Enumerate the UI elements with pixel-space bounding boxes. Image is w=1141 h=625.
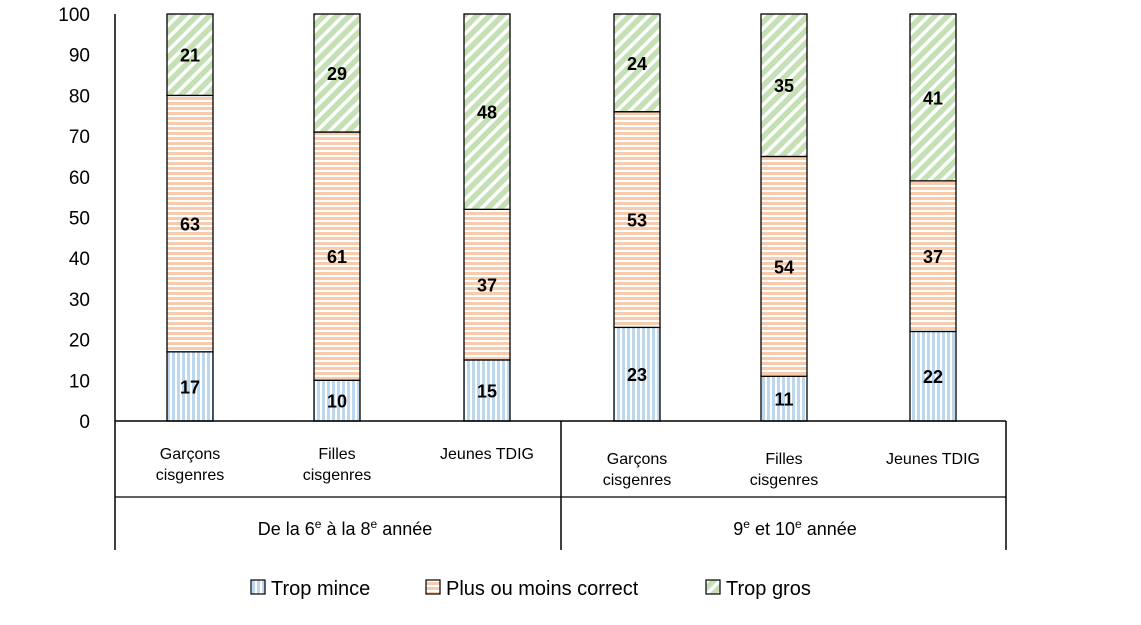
legend-swatch (425, 579, 441, 595)
bar-segment (760, 155, 808, 377)
x-axis: Garçons cisgenres Filles cisgenres Jeunes TD… (114, 420, 1007, 550)
data-label: 15 (477, 381, 497, 401)
y-tick-label: 60 (69, 168, 90, 189)
data-label: 61 (327, 247, 347, 267)
y-tick-label: 0 (79, 412, 90, 433)
x-group-label: 9e et 10e année (733, 517, 857, 539)
bar-segment (613, 111, 661, 329)
legend: Trop mince Plus ou moins correct Trop gros (250, 578, 811, 600)
x-group-label: De la 6e à la 8e année (258, 517, 433, 539)
data-label: 35 (774, 76, 794, 96)
y-tick-label: 100 (58, 5, 90, 26)
y-tick-label: 10 (69, 371, 90, 392)
bars: 17 63 21 10 61 29 15 37 48 23 53 24 11 54 35 22 37 41 (166, 13, 957, 422)
legend-label: Trop gros (726, 578, 811, 600)
x-category-label: Jeunes TDIG (886, 451, 980, 468)
data-label: 63 (180, 215, 200, 235)
bar-segment (909, 13, 957, 182)
legend-label: Trop mince (271, 578, 370, 600)
y-tick-label: 20 (69, 331, 90, 352)
bar-segment (909, 180, 957, 333)
x-category-label: Garçons cisgenres (603, 451, 671, 489)
x-category-label: Filles cisgenres (750, 451, 818, 489)
bar-segment (760, 13, 808, 158)
data-label: 24 (627, 54, 647, 74)
bar-segment (613, 326, 661, 422)
bar-segment (313, 131, 361, 381)
bar-segment (166, 13, 214, 97)
x-category-label: Jeunes TDIG (440, 446, 534, 463)
legend-label: Plus ou moins correct (446, 578, 639, 600)
data-label: 10 (327, 392, 347, 412)
data-label: 22 (923, 367, 943, 387)
x-category-label: Garçons cisgenres (156, 446, 224, 484)
bar-segment (463, 359, 511, 422)
y-tick-label: 90 (69, 46, 90, 67)
bar-segment (463, 208, 511, 361)
data-label: 17 (180, 377, 200, 397)
y-tick-label: 50 (69, 209, 90, 230)
data-label: 48 (477, 103, 497, 123)
y-tick-label: 40 (69, 249, 90, 270)
legend-swatch (250, 579, 266, 595)
data-label: 11 (774, 390, 793, 410)
data-label: 41 (923, 88, 943, 108)
data-label: 23 (627, 365, 647, 385)
data-label: 37 (477, 276, 497, 296)
bar-segment (463, 13, 511, 211)
data-label: 37 (923, 247, 943, 267)
data-label: 53 (627, 211, 647, 231)
data-label: 21 (180, 46, 200, 66)
y-tick-label: 30 (69, 290, 90, 311)
bar-segment (613, 13, 661, 113)
x-category-label: Filles cisgenres (303, 446, 371, 484)
legend-swatch (705, 579, 721, 595)
bar-segment (313, 13, 361, 133)
data-label: 29 (327, 64, 347, 84)
data-label: 54 (774, 257, 794, 277)
y-tick-label: 80 (69, 86, 90, 107)
bar-segment (166, 94, 214, 353)
y-tick-label: 70 (69, 127, 90, 148)
y-axis: 0 10 20 30 40 50 60 70 80 90 100 (58, 5, 116, 433)
bar-segment (760, 375, 808, 422)
